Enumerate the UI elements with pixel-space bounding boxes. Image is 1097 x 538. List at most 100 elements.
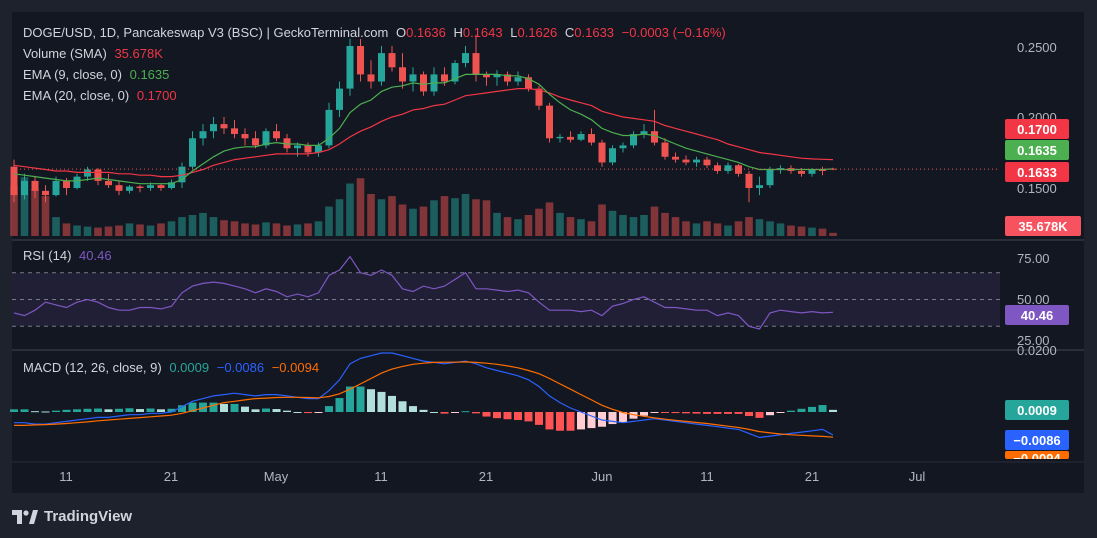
ema20-legend[interactable]: EMA (20, close, 0) 0.1700 <box>23 88 181 103</box>
volume-bar <box>640 215 648 236</box>
candle-body <box>399 67 406 82</box>
ohlc-c-value: 0.1633 <box>574 25 615 40</box>
volume-bar <box>251 224 260 236</box>
symbol-title: DOGE/USD, 1D, Pancakeswap V3 (BSC) | Gec… <box>23 25 389 40</box>
volume-bar <box>209 217 218 236</box>
macd-histogram-bar <box>104 409 113 412</box>
macd-histogram-bar <box>367 389 375 412</box>
candle-body <box>420 74 427 92</box>
volume-bar <box>52 217 60 236</box>
volume-bar <box>125 223 134 236</box>
macd-legend-signal: −0.0094 <box>271 360 320 375</box>
candle-body <box>409 74 417 82</box>
volume-bar <box>314 221 323 236</box>
ohlc-h-value: 0.1643 <box>462 25 503 40</box>
volume-bar <box>409 208 417 236</box>
candle-body <box>105 180 112 186</box>
candle-body <box>94 169 102 181</box>
macd-legend-label: MACD (12, 26, close, 9) <box>23 360 162 375</box>
volume-bar <box>671 217 680 236</box>
macd-histogram-bar <box>73 409 81 412</box>
candle-body <box>630 134 637 146</box>
candle-body <box>703 159 711 166</box>
candle-body <box>693 159 700 163</box>
ohlc-c-label: C <box>564 25 575 40</box>
ema20-line <box>13 87 834 178</box>
volume-bar <box>388 196 396 236</box>
macd-histogram-bar <box>220 403 228 412</box>
volume-badge: 35.678K <box>1005 216 1081 236</box>
symbol-legend: DOGE/USD, 1D, Pancakeswap V3 (BSC) | Gec… <box>23 25 730 40</box>
rsi-legend-value: 40.46 <box>79 248 112 263</box>
volume-bar <box>713 223 722 236</box>
candle-body <box>346 46 354 89</box>
macd-histogram-bar <box>346 386 354 412</box>
volume-bar <box>94 227 102 236</box>
candle-body <box>336 88 343 110</box>
macd-histogram-bar <box>209 402 218 412</box>
time-tick: May <box>263 469 289 484</box>
macd-legend[interactable]: MACD (12, 26, close, 9) 0.0009 −0.0086 −… <box>23 360 323 375</box>
volume-bar <box>524 215 533 236</box>
macd-histogram-bar <box>125 408 134 412</box>
candle-body <box>577 134 585 140</box>
candle-body <box>262 131 270 146</box>
volume-bar <box>10 185 18 236</box>
macd-histogram-bar <box>577 412 585 430</box>
candle-body <box>588 134 595 143</box>
volume-bar <box>398 204 407 236</box>
macd-histogram-bar <box>167 408 176 412</box>
ema9-price-badge: 0.1635 <box>1005 140 1069 160</box>
tradingview-logo[interactable]: TradingView <box>12 508 132 525</box>
volume-bar <box>304 223 312 236</box>
macd-histogram-bar <box>482 412 491 417</box>
ema9-legend-label: EMA (9, close, 0) <box>23 67 122 82</box>
macd-histogram-bar <box>20 409 29 412</box>
candle-body <box>472 53 480 75</box>
volume-bar <box>472 199 480 236</box>
macd-histogram-bar <box>31 411 39 413</box>
macd-histogram-bar <box>272 409 281 412</box>
candle-body <box>168 182 175 188</box>
volume-bar <box>230 221 239 236</box>
macd-histogram-bar <box>461 411 470 413</box>
candle-body <box>42 190 49 196</box>
candle-body <box>598 142 606 163</box>
volume-bar <box>73 225 81 236</box>
volume-bar <box>682 221 690 236</box>
candle-body <box>304 145 312 153</box>
time-tick: 21 <box>478 469 494 484</box>
volume-bar <box>440 196 449 236</box>
macd-histogram-bar <box>629 412 638 419</box>
macd-histogram-bar <box>755 412 764 418</box>
macd-histogram-bar <box>472 412 480 414</box>
volume-bar <box>608 210 617 236</box>
macd-histogram-bar <box>262 408 270 412</box>
macd-histogram-bar <box>304 412 312 414</box>
candle-body <box>231 128 238 135</box>
volume-bar <box>356 178 365 236</box>
tradingview-brand: TradingView <box>44 508 133 525</box>
candle-body <box>315 145 322 153</box>
volume-bar <box>346 183 354 236</box>
ema9-legend[interactable]: EMA (9, close, 0) 0.1635 <box>23 67 173 82</box>
macd-histogram-bar <box>661 412 669 413</box>
volume-bar <box>272 223 281 236</box>
candle-body <box>178 166 186 183</box>
macd-histogram-bar <box>241 406 249 412</box>
volume-bar <box>482 200 491 236</box>
ohlc-l-label: L <box>510 25 518 40</box>
macd-histogram-bar <box>146 408 155 412</box>
volume-legend-label: Volume (SMA) <box>23 46 107 61</box>
volume-legend[interactable]: Volume (SMA) 35.678K <box>23 46 167 61</box>
macd-histogram-bar <box>776 412 785 413</box>
volume-bar <box>829 232 837 236</box>
close-price-badge: 0.1633 <box>1005 162 1069 182</box>
volume-bar <box>514 219 522 236</box>
rsi-legend[interactable]: RSI (14) 40.46 <box>23 248 116 263</box>
candle-body <box>84 169 91 177</box>
candle-body <box>294 145 301 149</box>
candle-body <box>819 169 826 171</box>
candle-body <box>682 159 690 163</box>
